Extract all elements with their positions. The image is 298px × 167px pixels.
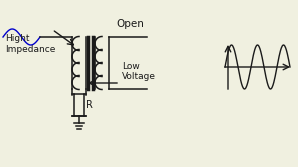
FancyBboxPatch shape — [74, 94, 84, 116]
Text: Hight
Impedance: Hight Impedance — [5, 34, 55, 54]
Text: R: R — [86, 100, 93, 110]
Text: Open: Open — [116, 19, 144, 29]
Text: Low
Voltage: Low Voltage — [122, 62, 156, 81]
